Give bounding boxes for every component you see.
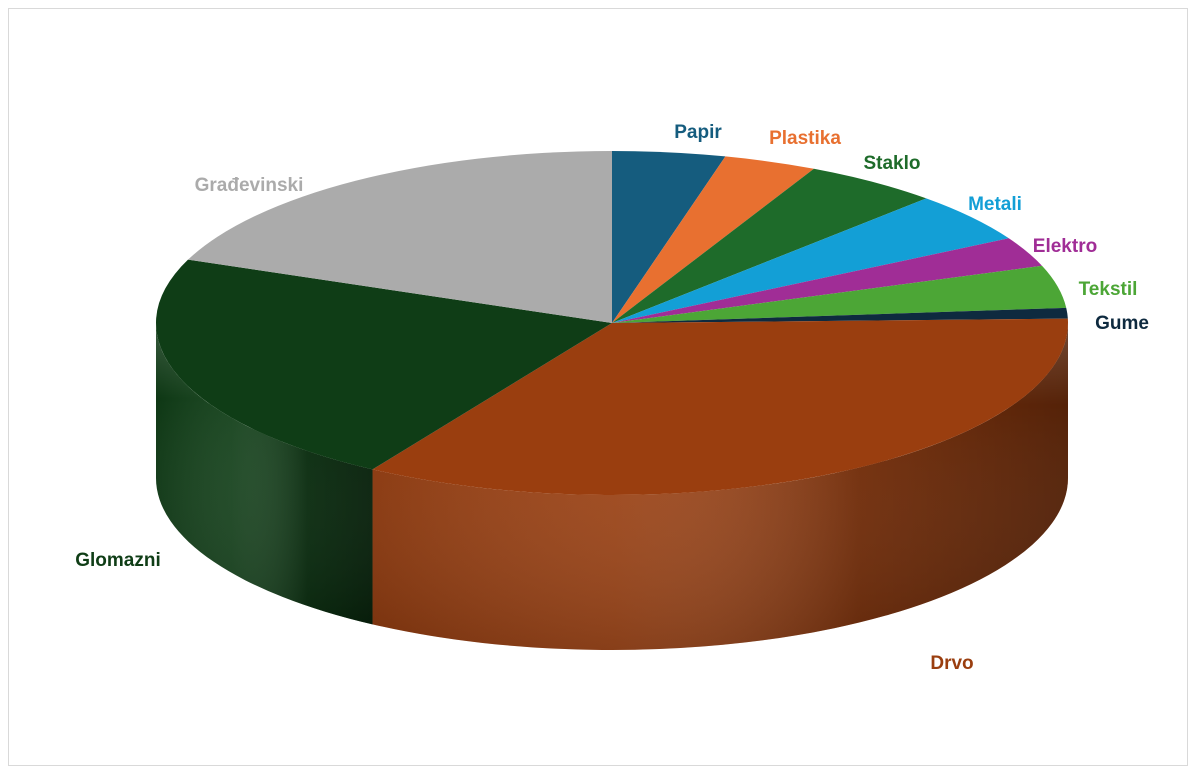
pie-slice-glomazni [155,259,612,470]
pie-slice-tekstil [612,265,1067,323]
slice-label-staklo: Staklo [863,153,920,174]
pie-labels: Papir Plastika Staklo Metali Elektro Tekstil G… [75,122,1149,674]
pie-tops [155,151,1068,496]
pie-side-rim-drvo [372,323,1068,650]
slice-label-papir: Papir [674,122,722,143]
pie-side-rim-glomazni [156,323,373,625]
pie-slice-papir [612,151,726,323]
slice-label-tekstil: Tekstil [1079,279,1138,300]
slice-label-gume: Gume [1095,313,1149,334]
pie-sides [156,323,1068,650]
slice-label-glomazni: Glomazni [75,550,161,571]
slice-label-plastika: Plastika [769,128,841,149]
pie-slice-elektro [612,238,1043,323]
pie-slice-plastika [612,156,814,323]
slice-label-gradevinski: Građevinski [195,175,304,196]
pie-slice-drvo [372,318,1068,496]
slice-label-elektro: Elektro [1033,236,1097,257]
pie-slice-gradevinski [188,151,613,323]
slice-label-metali: Metali [968,194,1022,215]
pie-slice-staklo [612,168,927,323]
pie-slice-gume [612,307,1068,323]
pie-slice-metali [612,198,1009,323]
slice-label-drvo: Drvo [930,653,973,674]
